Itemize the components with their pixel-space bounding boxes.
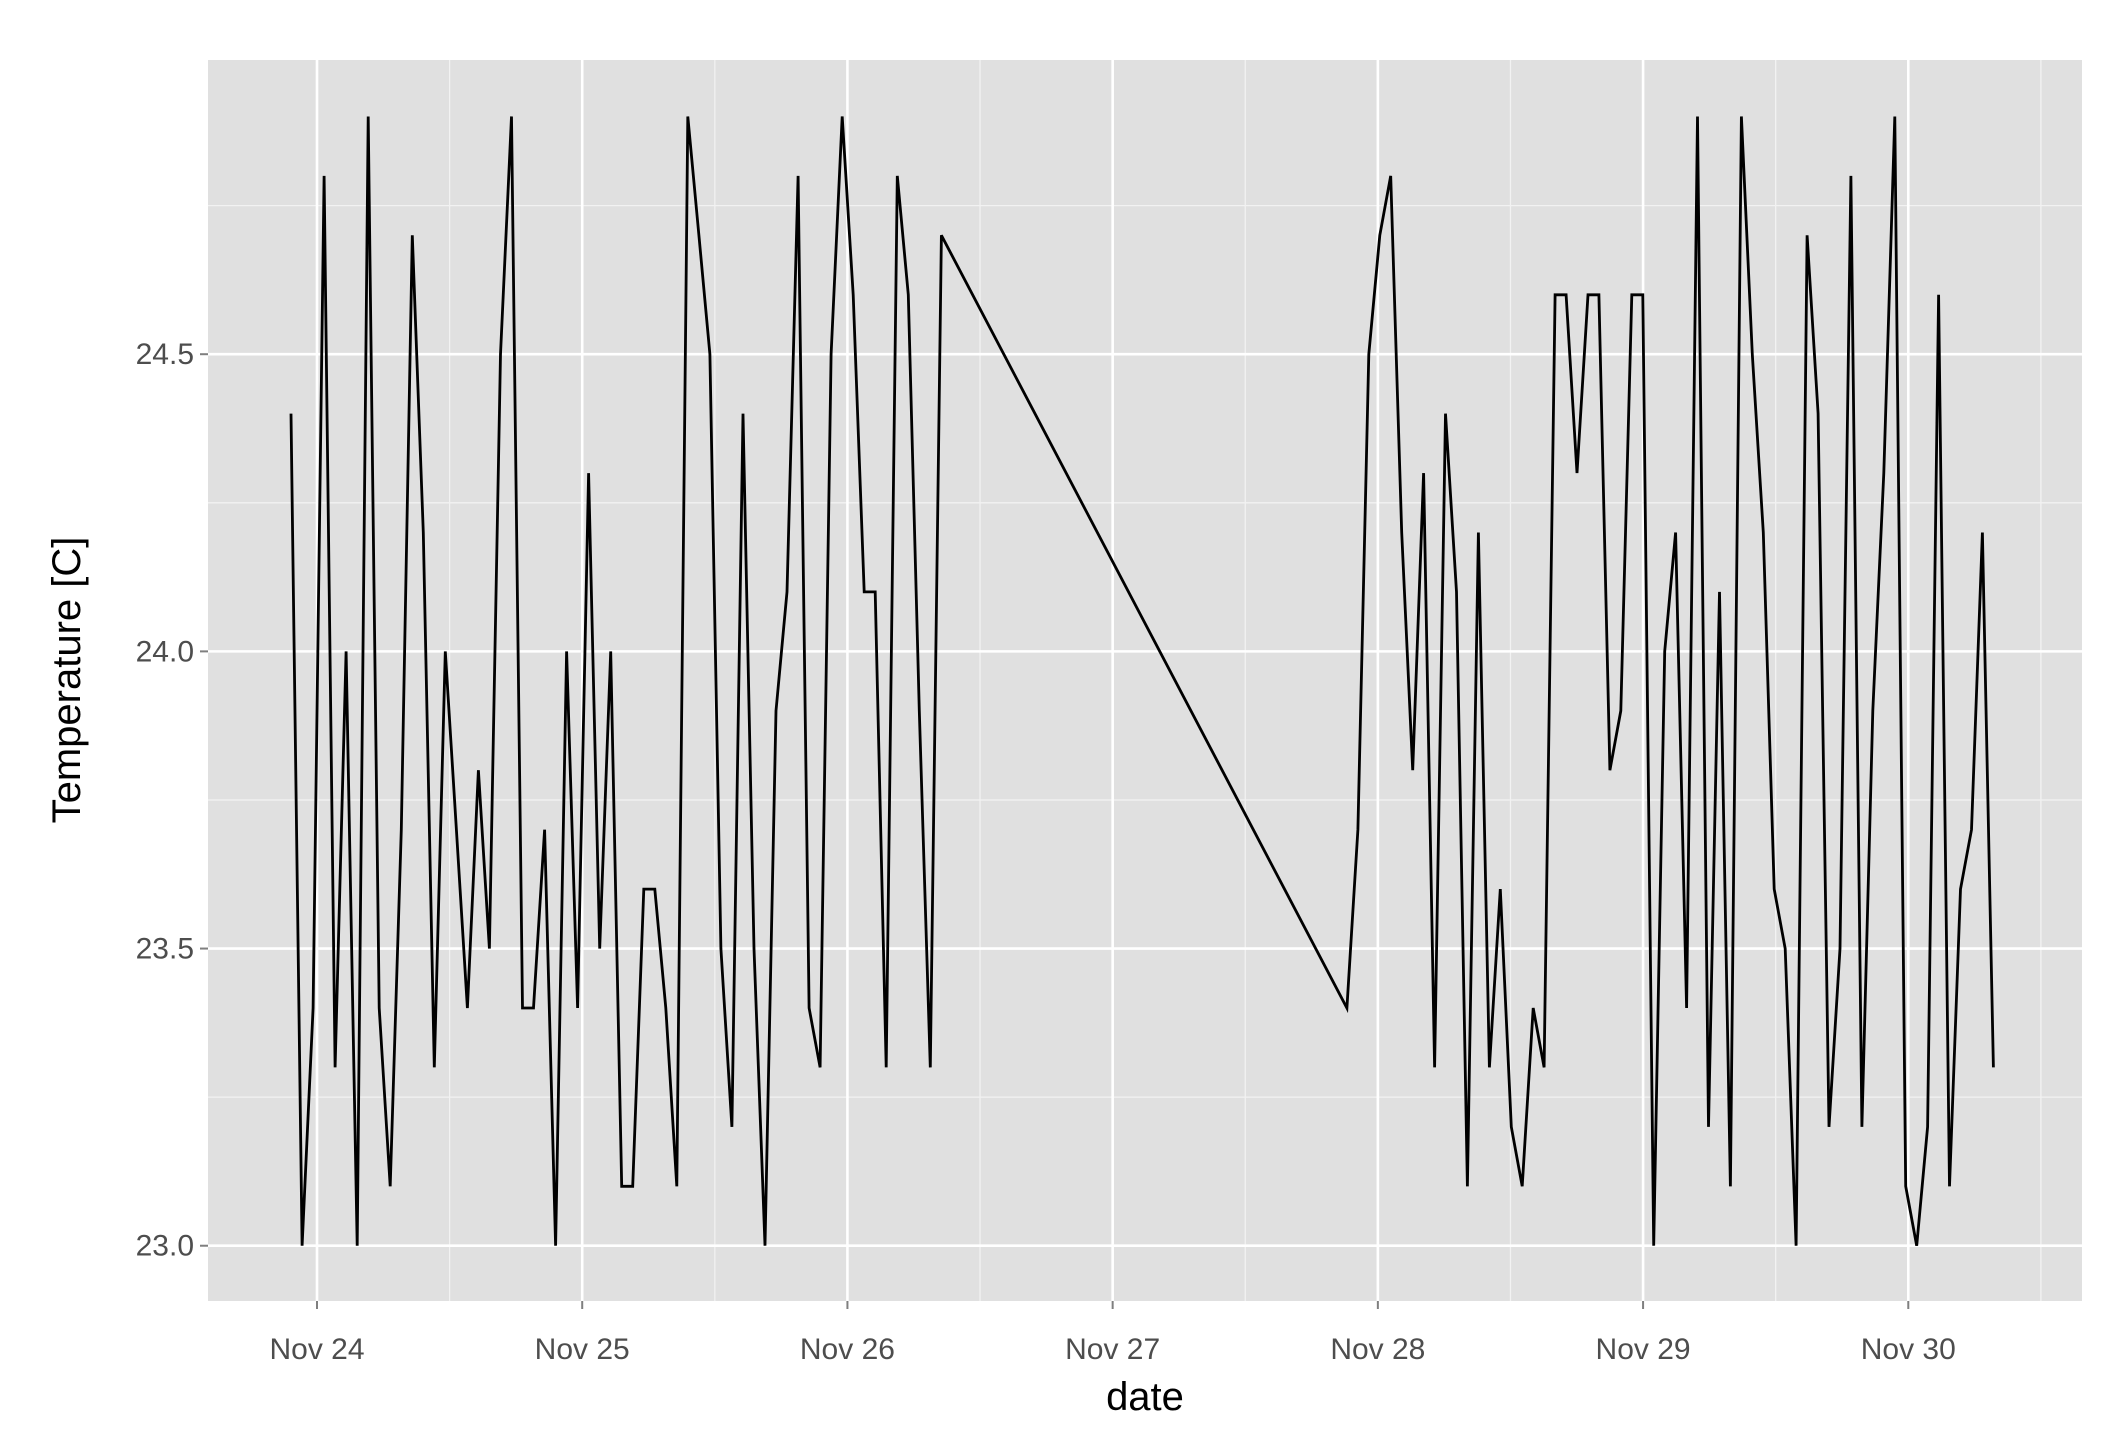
x-tick-label: Nov 29 xyxy=(1596,1333,1691,1366)
x-tick-label: Nov 25 xyxy=(535,1333,630,1366)
y-tick-label: 23.5 xyxy=(136,933,194,966)
x-tick-label: Nov 30 xyxy=(1861,1333,1956,1366)
y-tick-label: 24.0 xyxy=(136,635,194,668)
x-tick-label: Nov 27 xyxy=(1065,1333,1160,1366)
x-tick-labels: Nov 24 Nov 25 Nov 26 Nov 27 Nov 28 Nov 29 Nov … xyxy=(269,1333,1955,1366)
x-tick-label: Nov 24 xyxy=(269,1333,364,1366)
y-tick-labels: 23.0 23.5 24.0 24.5 xyxy=(136,338,194,1263)
x-tick-label: Nov 28 xyxy=(1330,1333,1425,1366)
data-line-layer xyxy=(289,116,1995,1246)
x-tick-label: Nov 26 xyxy=(800,1333,895,1366)
temperature-series-line xyxy=(289,116,1995,1246)
y-tick-label: 23.0 xyxy=(136,1230,194,1263)
y-tick-label: 24.5 xyxy=(136,338,194,371)
axis-ticks xyxy=(200,353,1910,1309)
y-axis-title: Temperature [C] xyxy=(45,537,89,824)
plot-panel xyxy=(208,60,2082,1301)
x-axis-title: date xyxy=(1106,1375,1184,1419)
